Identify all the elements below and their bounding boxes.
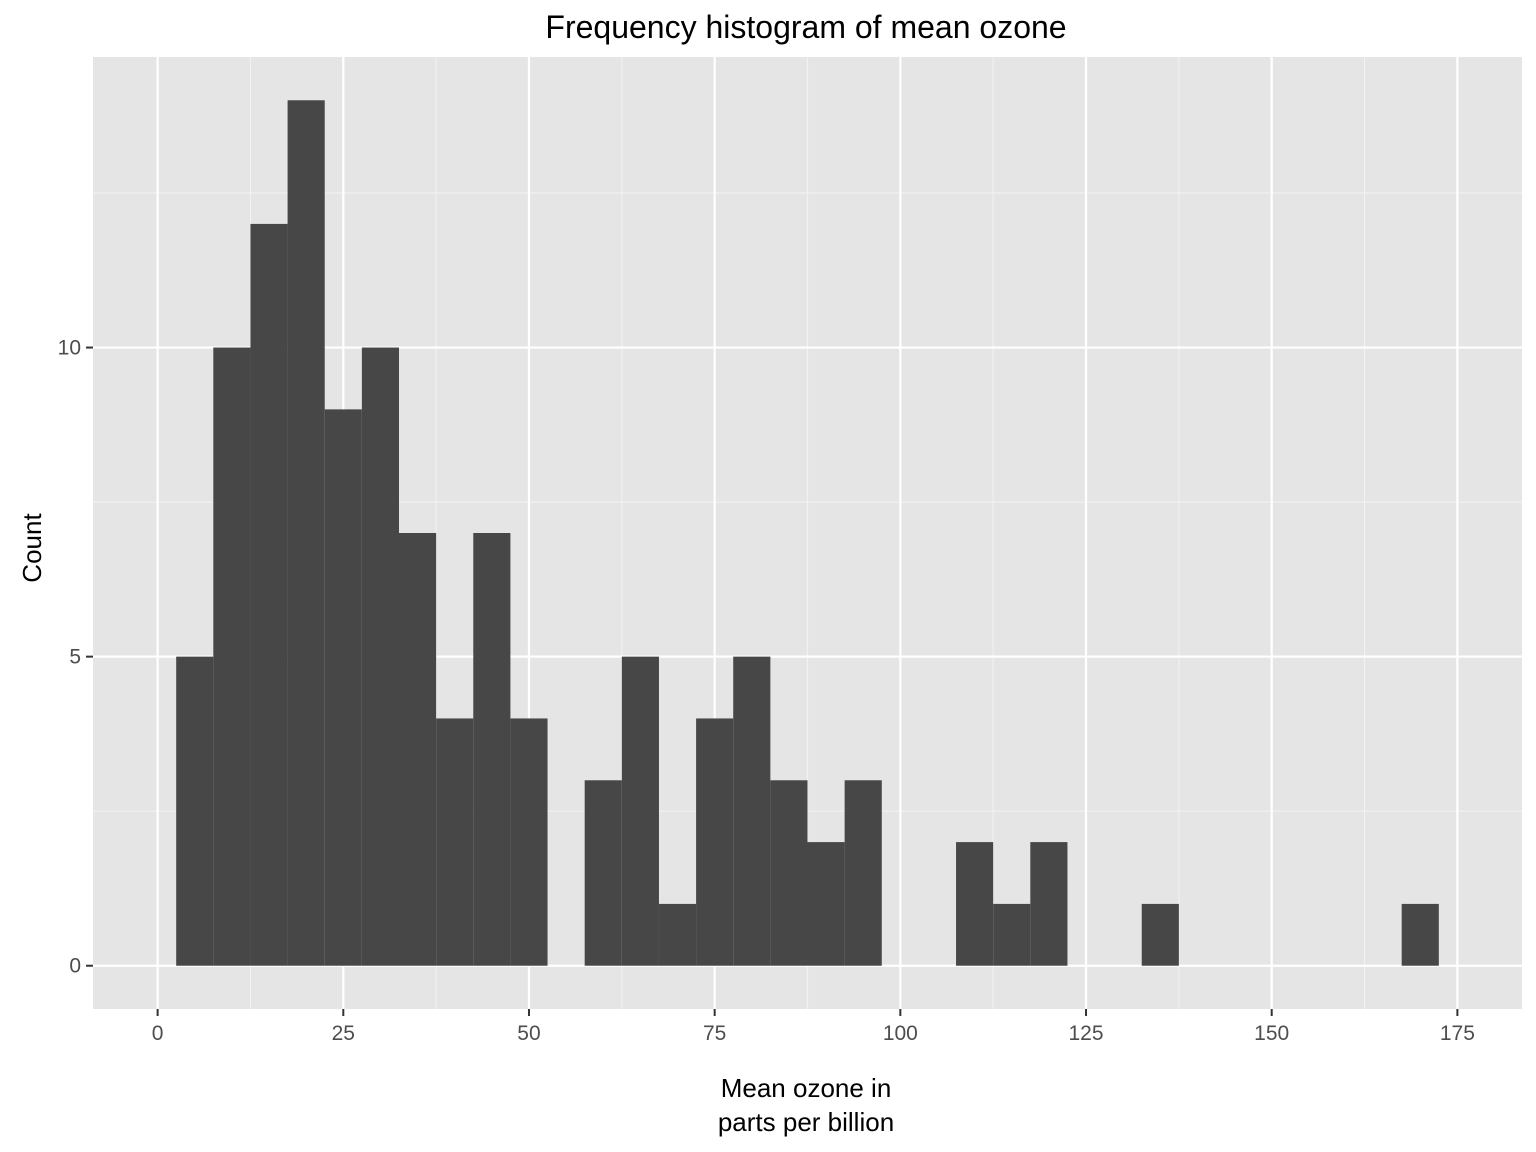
histogram-bar (1030, 842, 1068, 966)
histogram-bar (250, 223, 288, 966)
y-tick-label: 0 (69, 955, 81, 978)
x-axis: 0 25 50 75 100 125 150 175 (152, 1009, 1475, 1045)
histogram-bar (324, 409, 362, 966)
histogram-bar (770, 780, 808, 966)
histogram-bar (473, 533, 511, 966)
histogram-bar (807, 842, 845, 966)
x-tick-label: 175 (1440, 1022, 1475, 1045)
x-tick-label: 25 (332, 1022, 355, 1045)
histogram-bar (361, 347, 400, 966)
histogram-bar (436, 718, 474, 966)
histogram-bar (993, 903, 1031, 966)
x-tick-label: 50 (517, 1022, 540, 1045)
histogram-bar (696, 718, 734, 966)
histogram-bar (213, 347, 251, 966)
x-tick-label: 100 (883, 1022, 918, 1045)
histogram-bar (844, 780, 882, 966)
x-tick-label: 0 (152, 1022, 164, 1045)
histogram-bar (621, 656, 659, 966)
y-axis: 0 5 10 (58, 337, 93, 978)
x-tick-label: 75 (703, 1022, 726, 1045)
histogram-bar (658, 903, 697, 966)
histogram-bar (584, 780, 622, 966)
histogram-bar (399, 533, 437, 966)
histogram-bar (1401, 903, 1439, 966)
y-tick-label: 10 (58, 337, 81, 360)
histogram-bar (956, 842, 994, 966)
x-tick-label: 150 (1254, 1022, 1289, 1045)
chart-title: Frequency histogram of mean ozone (545, 9, 1066, 45)
x-axis-title-line-1: Mean ozone in (721, 1073, 892, 1103)
y-axis-title: Count (17, 513, 47, 583)
histogram-bar (1141, 903, 1179, 966)
x-tick-label: 125 (1068, 1022, 1103, 1045)
x-axis-title-line-2: parts per billion (718, 1107, 894, 1137)
major-gridlines (93, 57, 1522, 1009)
y-tick-label: 5 (69, 646, 81, 669)
histogram-bars (176, 100, 1439, 966)
histogram-bar (176, 656, 214, 966)
histogram-bar (733, 656, 771, 966)
histogram-bar (287, 100, 325, 966)
histogram-bar (510, 718, 548, 966)
